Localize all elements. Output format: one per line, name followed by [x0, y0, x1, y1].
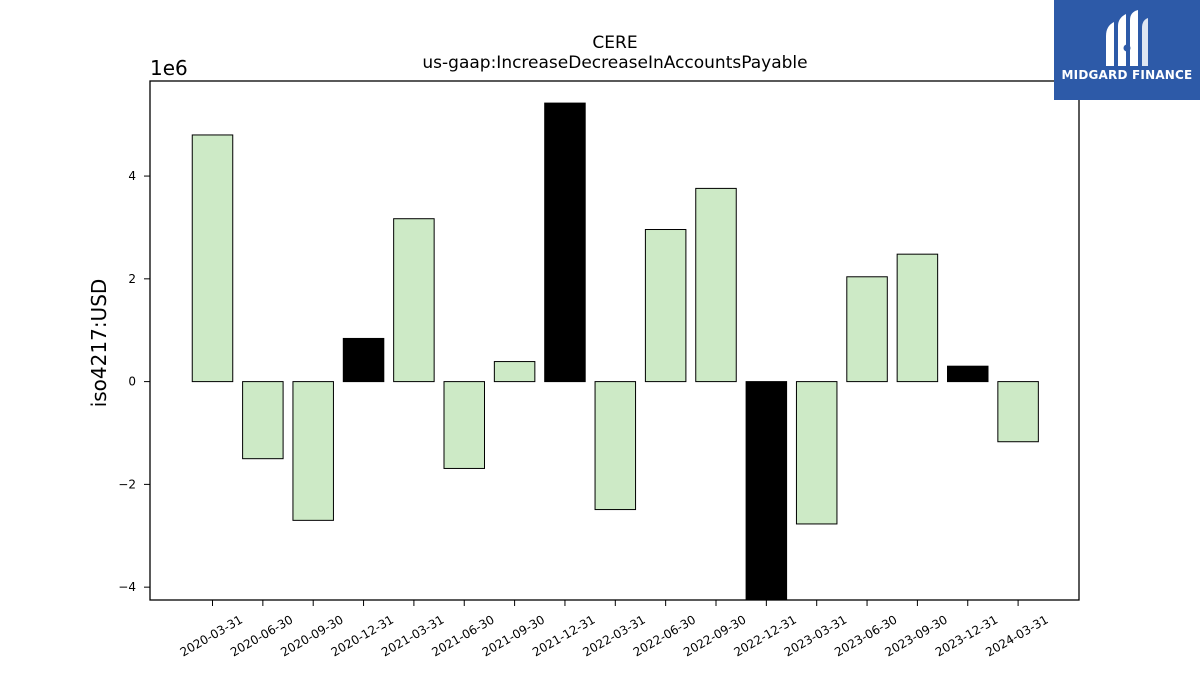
bar-2021-09-30 [493, 361, 536, 383]
bar-2021-03-31 [393, 218, 435, 383]
bar-2020-12-31 [342, 337, 385, 383]
y-axis-label: iso4217:USD [87, 279, 111, 408]
brand-logo: MIDGARD FINANCE [1054, 0, 1200, 100]
bar-2020-09-30 [292, 381, 334, 521]
y-tick-label: −4 [118, 580, 136, 594]
bar-2023-06-30 [846, 276, 888, 383]
bar-2022-06-30 [644, 229, 687, 383]
y-tick-label: 0 [128, 375, 136, 389]
bar-2023-12-31 [947, 365, 989, 383]
logo-mark-icon [1106, 10, 1148, 66]
bar-2024-03-31 [997, 381, 1039, 443]
bar-2022-03-31 [594, 381, 637, 511]
bar-2022-12-31 [745, 381, 788, 601]
bar-2023-09-30 [896, 253, 939, 383]
y-scale-label: 1e6 [150, 56, 188, 80]
bar-2020-03-31 [191, 134, 234, 383]
logo-text: MIDGARD FINANCE [1061, 68, 1193, 82]
y-ticks-group: −4 −2 0 2 4 [118, 169, 150, 594]
x-ticks-group: 2020-03-312020-06-302020-09-302020-12-31… [178, 600, 1051, 659]
bar-2020-06-30 [242, 381, 284, 460]
chart-subtitle: us-gaap:IncreaseDecreaseInAccountsPayabl… [422, 53, 807, 73]
bar-2022-09-30 [695, 187, 737, 383]
bar-2021-12-31 [544, 102, 586, 383]
y-tick-label: 2 [128, 272, 136, 286]
bars-group [191, 102, 1039, 601]
plot-frame [149, 80, 1080, 601]
y-tick-label: 4 [128, 169, 136, 183]
chart-title: CERE [592, 33, 637, 53]
bar-2021-06-30 [443, 381, 485, 469]
bar-2023-03-31 [795, 381, 838, 525]
y-tick-label: −2 [118, 477, 136, 491]
